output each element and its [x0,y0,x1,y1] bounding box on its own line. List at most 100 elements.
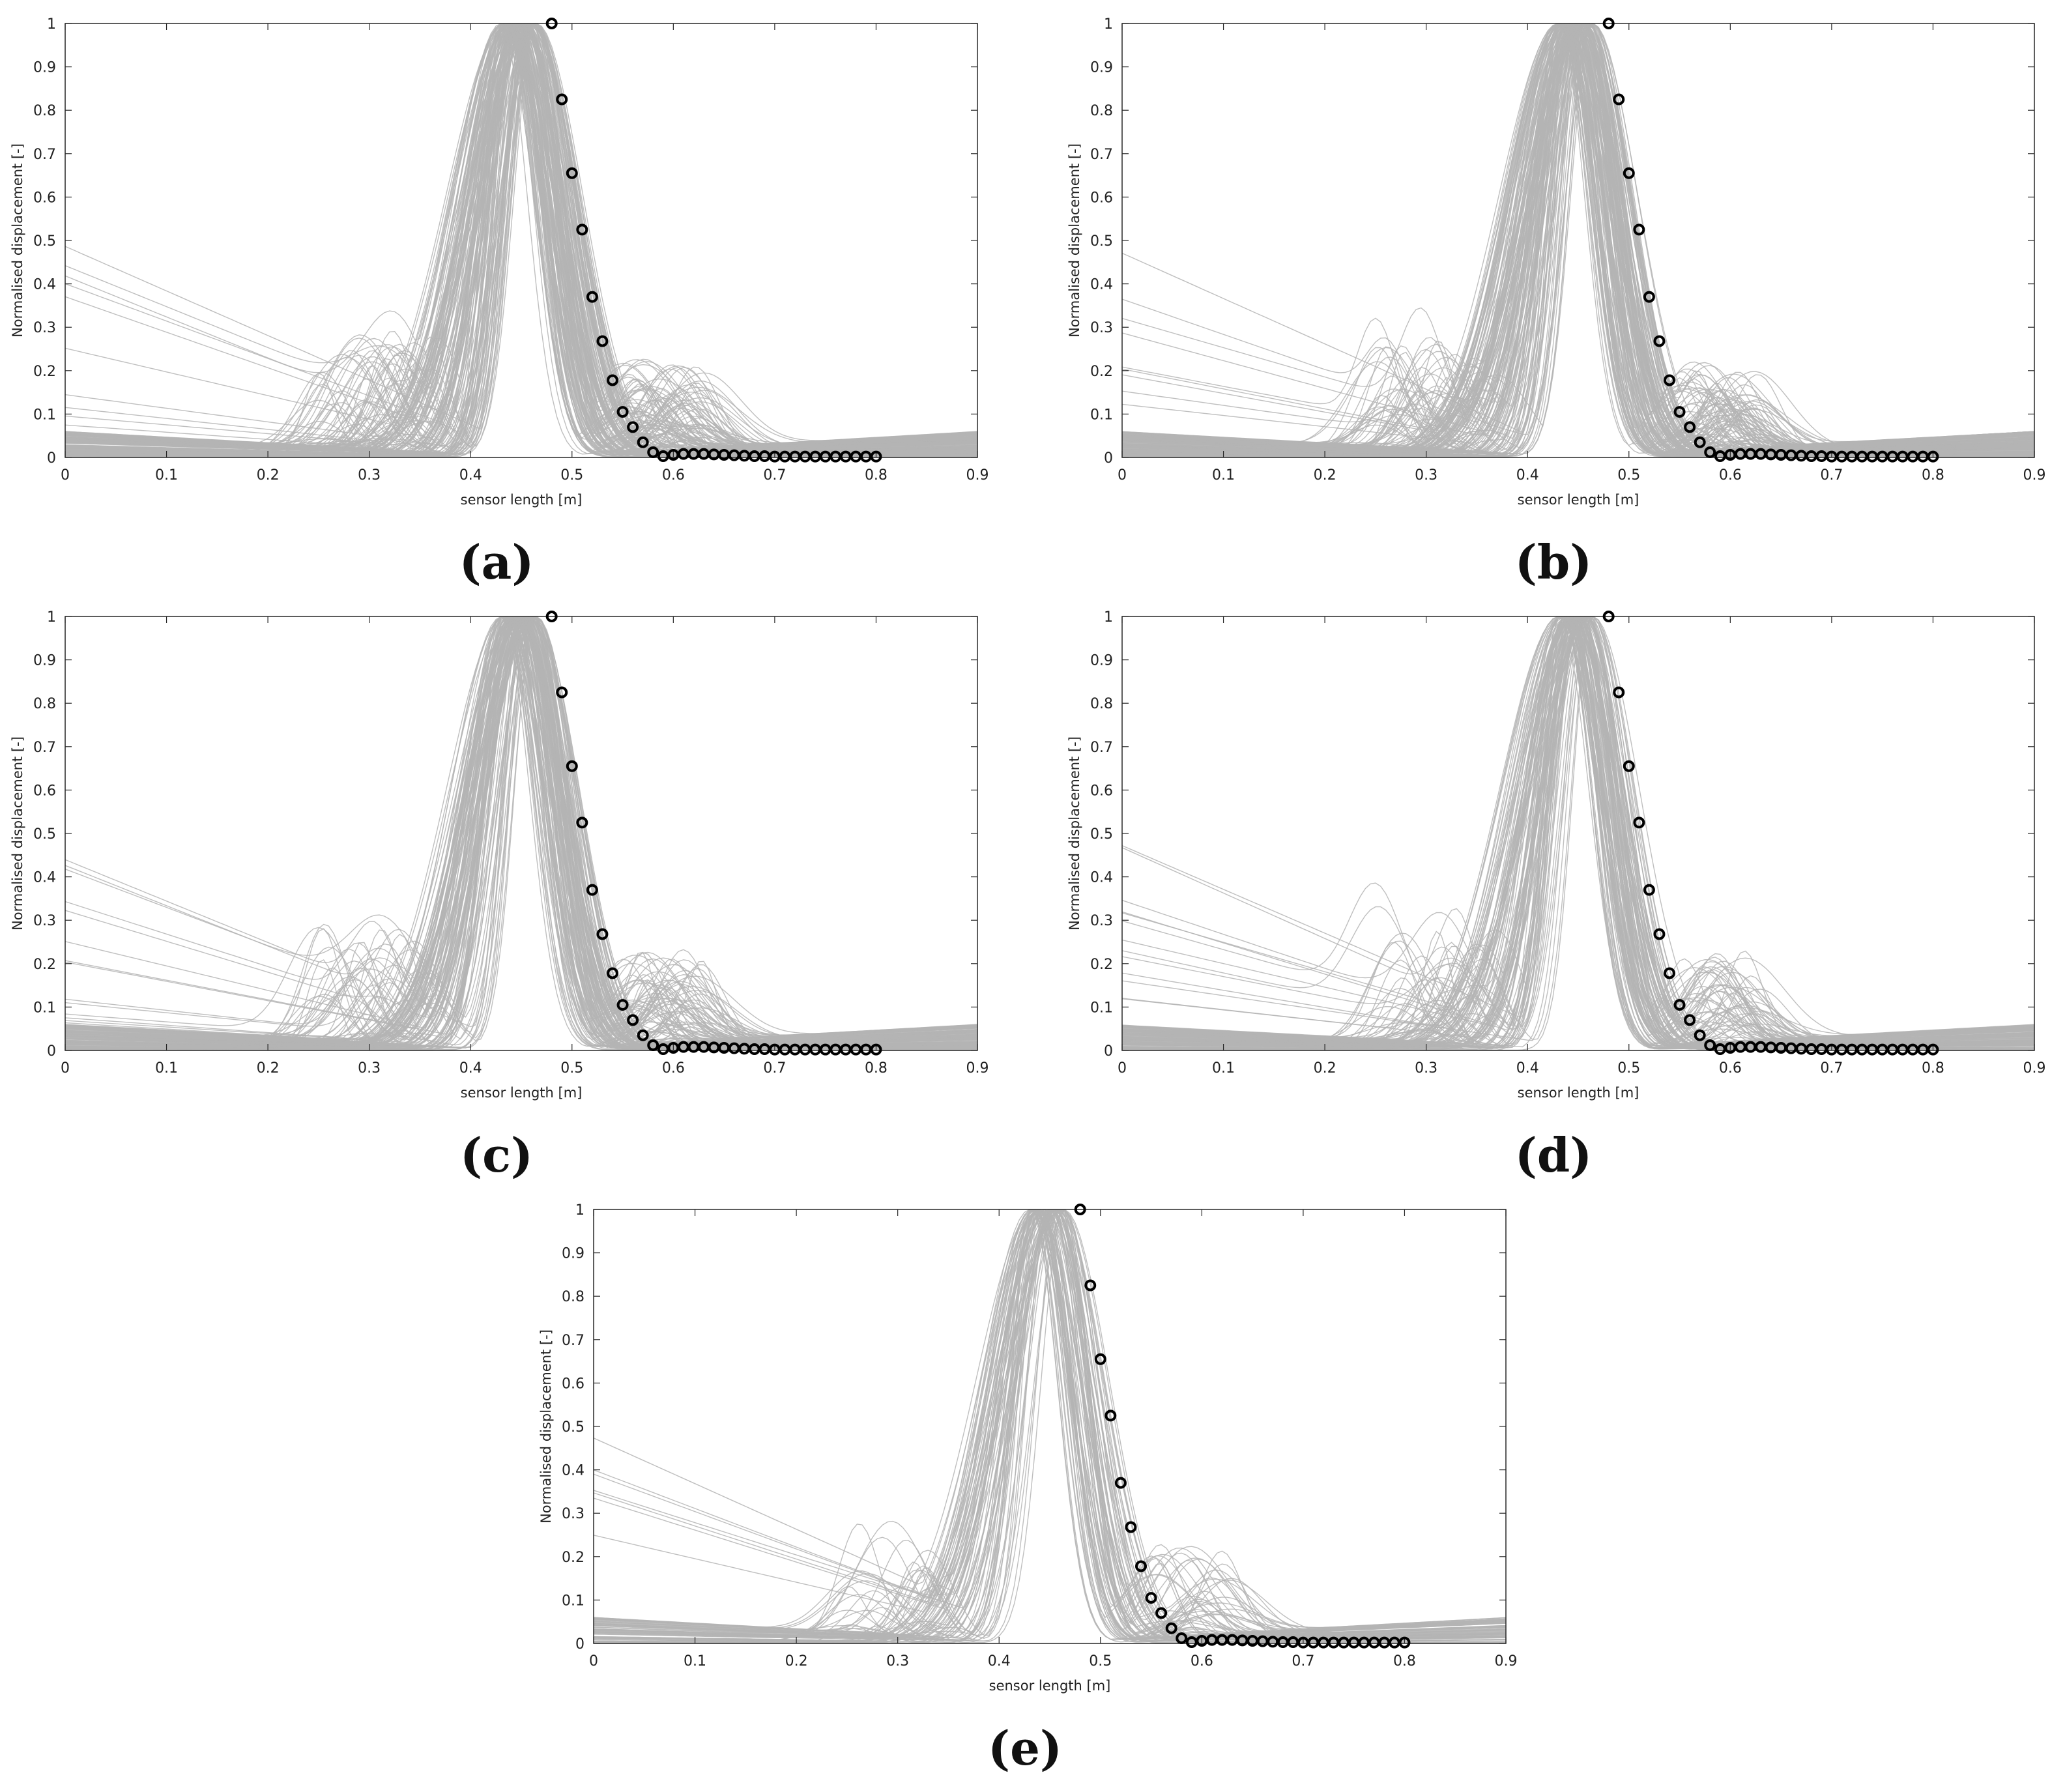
x-tick-label: 0.6 [1719,467,1742,484]
reference-point [1074,1204,1086,1215]
reference-point [627,421,639,433]
x-tick-label: 0 [589,1653,598,1669]
y-axis-title-c: Normalised displacement [-] [10,736,25,931]
x-tick-label: 0.6 [662,1060,685,1077]
x-tick-label: 0.4 [459,467,482,484]
reference-point [1673,999,1686,1011]
simulated-curve [594,1209,1506,1638]
simulated-curve [1122,23,2034,455]
reference-point [1633,224,1645,236]
simulated-curve [1122,617,2034,1050]
simulated-curve [594,1210,1506,1640]
reference-point [1613,686,1625,699]
simulated-curve [594,1209,1506,1643]
panel-label-e: (e) [988,1720,1062,1776]
x-tick-label: 0.9 [2023,467,2046,484]
simulated-curve [594,1209,1506,1643]
reference-series [545,611,882,1056]
simulated-curve [594,1209,1506,1643]
reference-point [637,1029,649,1041]
simulated-curve [1122,23,2034,455]
x-tick-label: 0.7 [763,1060,786,1077]
reference-point [1155,1607,1168,1619]
y-tick-label: 0.5 [1090,233,1113,250]
simulated-curve [65,24,977,456]
chart-b-svg: 0 0.1 0.2 0.3 0.4 0.5 0.6 0.7 0.8 0.9 0 0.1 0.2 0.3 0.… [1067,16,2046,508]
x-tick-label: 0.9 [966,1060,989,1077]
y-tick-label: 0.3 [562,1506,585,1522]
simulated-curve [594,1209,1506,1639]
simulated-curve [594,1209,1506,1642]
y-tick-label: 0.8 [562,1289,585,1305]
simulated-curve [594,1209,1506,1641]
simulated-curve [1122,616,2034,1050]
simulated-curve [1122,23,2034,457]
panel-label-c: (c) [460,1127,533,1183]
x-tick-label: 0.4 [1516,467,1539,484]
y-tick-label: 0.6 [1090,190,1113,206]
x-axis-title-c: sensor length [m] [461,1085,583,1101]
y-tick-label: 0.7 [33,740,56,756]
x-tick-label: 0.2 [1314,467,1336,484]
y-tick-label: 0.5 [1090,826,1113,843]
x-tick-label: 0.8 [1922,1060,1944,1077]
x-tick-label: 0.7 [1292,1653,1314,1669]
y-tick-label: 0 [47,450,56,467]
y-tick-label: 0.9 [33,60,56,76]
reference-point [1176,1632,1188,1645]
simulated-curve [65,23,977,457]
panel-label-a: (a) [459,534,534,590]
simulated-curve [1122,616,2034,1050]
reference-point [1684,1014,1696,1026]
x-tick-label: 0.2 [785,1653,808,1669]
simulated-curve [594,1209,1506,1640]
y-tick-label: 0.1 [1090,1000,1113,1016]
reference-point [576,224,588,236]
reference-point [616,406,629,418]
reference-point [1643,291,1655,303]
x-tick-label: 0.2 [257,467,280,484]
simulated-curve [594,1209,1506,1643]
reference-point [647,446,659,459]
simulated-curves [1122,23,2034,457]
x-tick-label: 0.8 [865,1060,888,1077]
simulated-curve [594,1209,1506,1643]
simulated-curve [1122,616,2034,1049]
reference-point [1105,1409,1117,1422]
y-tick-label: 1 [1104,16,1113,33]
x-tick-label: 0.3 [358,1060,381,1077]
reference-series [1074,1204,1411,1649]
y-tick-label: 0.1 [562,1593,585,1609]
simulated-curve [1122,616,2034,1050]
y-tick-label: 0.3 [33,913,56,929]
x-tick-label: 0.4 [988,1653,1011,1669]
panel-label-b: (b) [1514,534,1593,590]
x-tick-label: 0.6 [662,467,685,484]
panel-label-d: (d) [1514,1127,1593,1183]
simulated-curve [594,1209,1506,1643]
y-tick-label: 1 [575,1202,585,1219]
simulated-curve [594,1209,1506,1642]
simulated-curve [594,1209,1506,1640]
simulated-curve [594,1209,1506,1638]
reference-point [1125,1521,1137,1533]
simulated-curve [594,1209,1506,1639]
y-tick-label: 0.9 [1090,60,1113,76]
reference-series [1602,611,1939,1056]
y-tick-label: 0.2 [1090,957,1113,973]
reference-point [1694,1029,1706,1041]
reference-point [1613,93,1625,106]
y-tick-label: 0.4 [33,870,56,886]
simulated-curve [594,1209,1506,1641]
simulated-curve [594,1209,1506,1639]
x-tick-label: 0.1 [155,467,178,484]
y-tick-label: 0.5 [562,1419,585,1436]
simulated-curve [1122,616,2034,1050]
y-tick-label: 0.7 [562,1333,585,1349]
x-axis-title-a: sensor length [m] [461,492,583,508]
reference-point [1653,335,1666,347]
y-tick-label: 0.1 [33,1000,56,1016]
simulated-curves [65,616,977,1050]
y-tick-label: 1 [47,16,56,33]
x-tick-label: 0.3 [358,467,381,484]
